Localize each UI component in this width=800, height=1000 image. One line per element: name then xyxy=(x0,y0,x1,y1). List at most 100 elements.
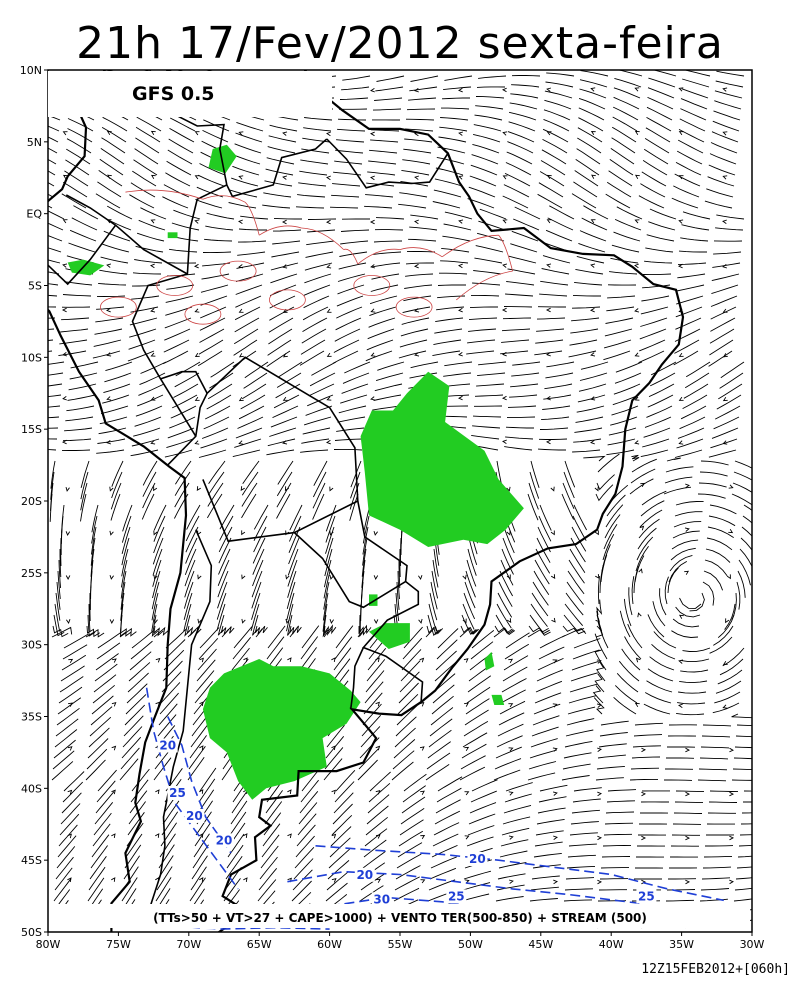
map-legend: (TTs>50 + VT>27 + CAPE>1000) + VENTO TER… xyxy=(153,911,647,925)
flow-arrow xyxy=(639,525,645,531)
flow-arrow xyxy=(506,530,511,536)
flow-arrow xyxy=(199,876,204,882)
lat-tick-label: EQ xyxy=(26,208,42,221)
flow-arrow xyxy=(329,486,334,492)
flow-arrow xyxy=(637,612,642,618)
flow-arrow xyxy=(150,263,155,269)
flow-arrow xyxy=(150,219,156,224)
flow-arrow xyxy=(590,440,595,445)
flow-arrow xyxy=(153,530,158,536)
flow-arrow xyxy=(238,353,244,358)
flow-arrow xyxy=(61,307,67,313)
flow-arrow xyxy=(597,835,603,841)
flow-arrow xyxy=(238,396,244,402)
flow-arrow xyxy=(67,833,72,839)
flow-arrow xyxy=(729,747,734,753)
wind-contour-line xyxy=(287,870,640,905)
flow-arrow xyxy=(62,439,67,445)
country-border xyxy=(160,370,208,394)
flow-arrow xyxy=(641,791,646,797)
flow-arrow xyxy=(375,790,381,795)
flow-arrow xyxy=(685,747,690,753)
flow-arrow xyxy=(326,396,332,401)
streamline-row xyxy=(48,317,736,333)
flow-arrow xyxy=(596,659,602,664)
flow-arrow xyxy=(678,440,684,445)
lon-tick-label: 50W xyxy=(458,938,483,951)
thermal-contour xyxy=(100,296,137,318)
flow-arrow xyxy=(634,263,639,269)
flow-arrow xyxy=(458,307,463,313)
flow-arrow xyxy=(325,439,331,445)
flow-arrow xyxy=(634,174,640,180)
flow-arrow xyxy=(634,702,640,708)
flow-arrow xyxy=(502,263,508,268)
flow-arrow xyxy=(546,439,551,445)
flow-arrow xyxy=(458,87,463,93)
flow-arrow xyxy=(508,791,514,796)
thermal-contour xyxy=(353,275,391,296)
streamline-row xyxy=(48,350,733,368)
lon-tick-label: 65W xyxy=(247,938,272,951)
streamline-row xyxy=(48,205,745,220)
country-border xyxy=(349,647,365,710)
flow-arrow xyxy=(65,486,70,492)
flow-arrow xyxy=(508,658,514,664)
thermal-contour xyxy=(456,270,513,301)
lon-tick-label: 70W xyxy=(176,938,201,951)
flow-arrow xyxy=(153,574,158,580)
wind-contour-label: 30 xyxy=(373,892,390,906)
flow-arrow xyxy=(552,747,558,752)
flow-arrow xyxy=(329,574,334,580)
thermal-contour xyxy=(244,201,260,236)
flow-arrow xyxy=(546,174,552,180)
flow-arrow xyxy=(67,789,73,795)
lon-tick-label: 30W xyxy=(740,938,765,951)
flow-arrow xyxy=(546,396,551,401)
flow-arrow xyxy=(62,174,68,180)
flow-arrow xyxy=(597,747,602,752)
country-border xyxy=(145,529,213,918)
flow-arrow xyxy=(552,659,558,664)
streamline-row xyxy=(48,361,745,379)
south-america-coastline xyxy=(48,70,685,932)
flow-arrow xyxy=(282,175,288,180)
wind-contour-label: 25 xyxy=(448,889,465,903)
thermal-contour xyxy=(498,234,513,272)
flow-arrow xyxy=(546,131,552,136)
flow-arrow xyxy=(285,618,290,624)
flow-arrow xyxy=(68,702,73,707)
cape-area xyxy=(484,651,495,671)
wind-contour-label: 20 xyxy=(159,739,176,753)
flow-arrow xyxy=(590,87,596,92)
flow-arrow xyxy=(109,530,114,536)
flow-arrow xyxy=(282,219,287,225)
flow-arrow xyxy=(155,789,160,794)
flow-arrow xyxy=(199,789,204,794)
flow-arrow xyxy=(199,657,204,663)
flow-arrow xyxy=(414,219,419,225)
streamline-row xyxy=(48,158,736,176)
flow-arrow xyxy=(464,791,470,796)
thermal-contour xyxy=(301,227,344,250)
flow-arrow xyxy=(678,219,684,224)
streamline-row xyxy=(61,647,743,685)
flow-arrow xyxy=(106,396,112,401)
flow-arrow xyxy=(596,703,602,708)
flow-arrow xyxy=(370,264,376,269)
wind-contour-line xyxy=(145,687,239,890)
flow-arrow xyxy=(678,131,684,136)
wind-contour-line xyxy=(400,53,470,59)
wind-label-bg xyxy=(214,833,234,848)
streamline-row xyxy=(58,680,740,714)
wind-label-bg xyxy=(354,867,375,882)
streamline-row xyxy=(48,328,735,345)
flow-arrow xyxy=(418,575,423,580)
flow-arrow xyxy=(684,570,690,575)
flow-arrow xyxy=(194,308,200,313)
flow-arrow xyxy=(199,745,204,750)
flow-arrow xyxy=(414,88,419,93)
model-label-box xyxy=(48,71,332,117)
lat-tick-label: 30S xyxy=(21,639,42,652)
flow-arrow xyxy=(238,131,244,136)
